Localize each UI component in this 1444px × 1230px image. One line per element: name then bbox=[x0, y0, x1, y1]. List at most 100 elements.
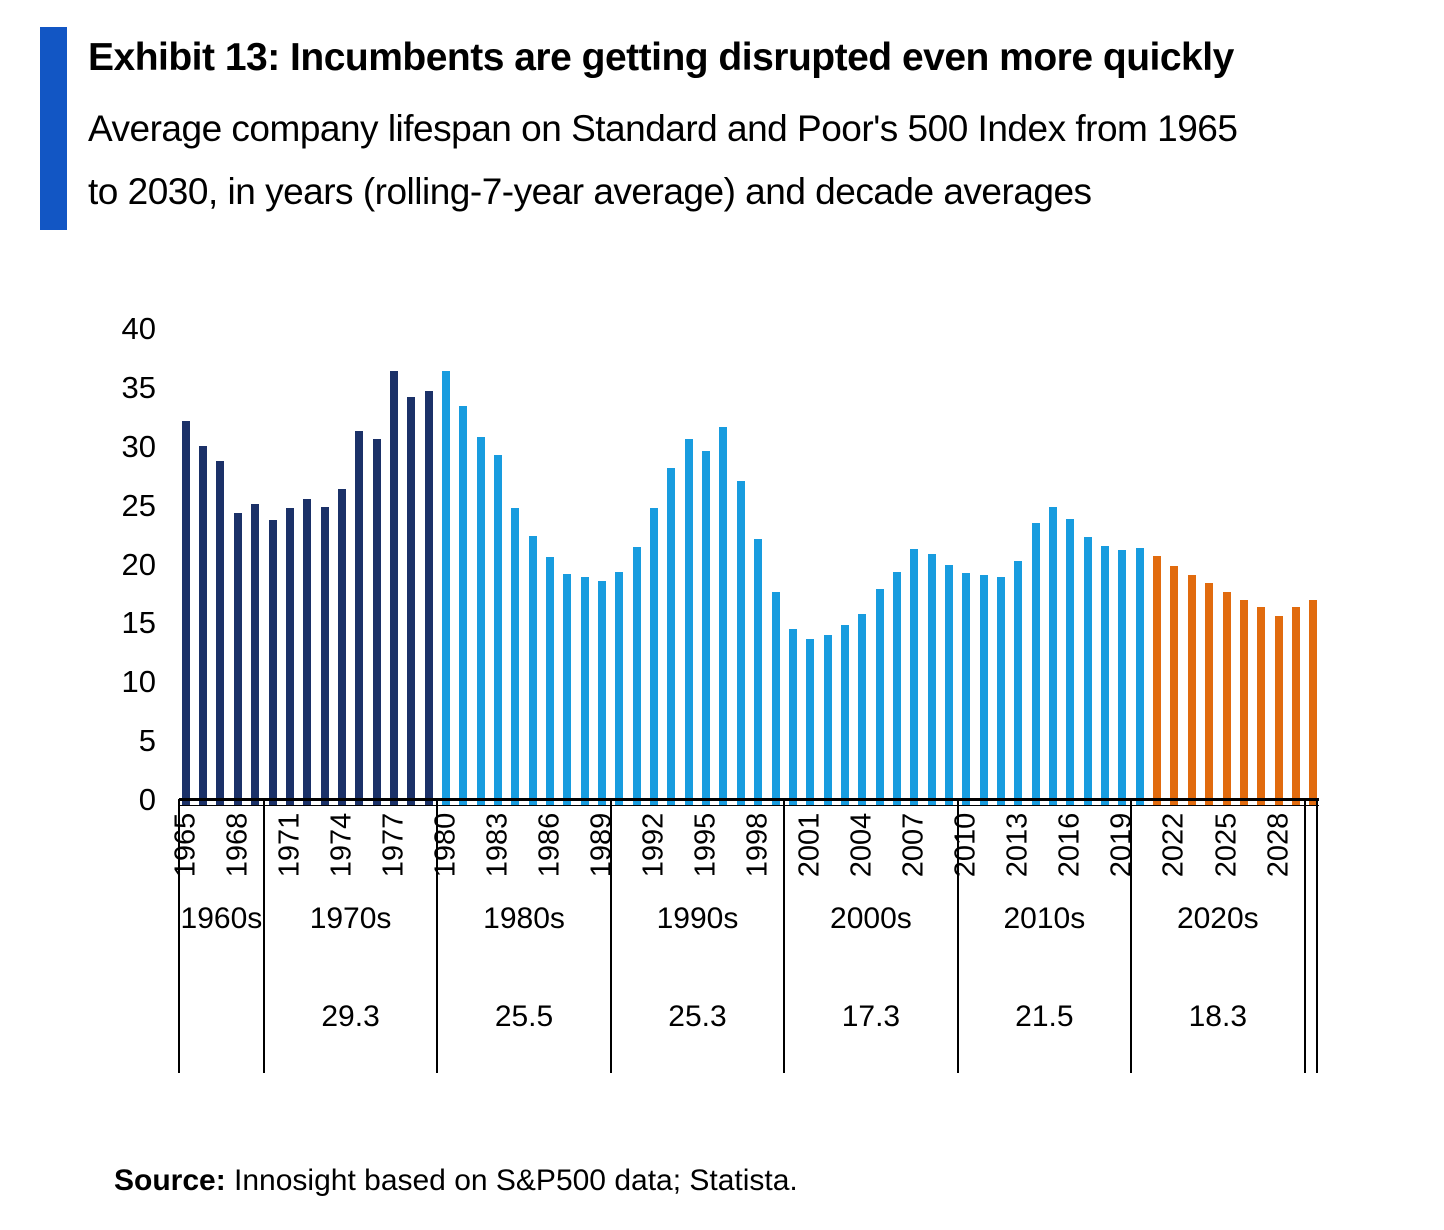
x-tick-label-2004: 2004 bbox=[845, 812, 878, 878]
decade-label-2020s: 2020s bbox=[1176, 902, 1259, 935]
bar-1995 bbox=[702, 451, 711, 806]
x-tick-label-2022: 2022 bbox=[1157, 812, 1190, 878]
title-accent-bar bbox=[40, 27, 67, 230]
bar-1981 bbox=[459, 405, 468, 806]
bar-2004 bbox=[858, 613, 867, 806]
decade-label-2010s: 2010s bbox=[1003, 902, 1086, 935]
y-tick-label-30: 30 bbox=[121, 428, 156, 464]
x-tick-label-1995: 1995 bbox=[689, 812, 722, 878]
bar-1974 bbox=[337, 489, 346, 806]
bar-2012 bbox=[997, 577, 1005, 806]
x-tick-label-1989: 1989 bbox=[585, 812, 618, 878]
y-tick-label-15: 15 bbox=[121, 605, 156, 641]
x-tick-label-2013: 2013 bbox=[1001, 812, 1034, 878]
exhibit-subtitle-line2: to 2030, in years (rolling-7-year averag… bbox=[88, 171, 1092, 212]
source-label: Source: bbox=[114, 1164, 226, 1197]
bar-1980 bbox=[441, 371, 450, 806]
bar-2000 bbox=[788, 629, 797, 806]
bar-2005 bbox=[875, 589, 884, 806]
bar-1988 bbox=[580, 577, 589, 806]
x-tick-label-2001: 2001 bbox=[793, 812, 826, 878]
bar-1971 bbox=[285, 507, 294, 806]
x-axis-line bbox=[179, 798, 1319, 801]
x-tick-label-2025: 2025 bbox=[1210, 812, 1242, 878]
bar-2029 bbox=[1291, 606, 1300, 806]
decade-average-2010s: 21.5 bbox=[1015, 1000, 1074, 1033]
bar-2024 bbox=[1205, 583, 1214, 806]
bar-1968 bbox=[233, 512, 242, 806]
table-column-border bbox=[262, 799, 265, 1073]
x-tick-label-1977: 1977 bbox=[377, 812, 410, 878]
bar-1978 bbox=[407, 397, 416, 806]
bar-1992 bbox=[650, 507, 659, 806]
y-tick-label-0: 0 bbox=[138, 782, 156, 817]
bar-1984 bbox=[511, 507, 520, 806]
exhibit-subtitle-line1: Average company lifespan on Standard and… bbox=[88, 108, 1238, 149]
x-tick-label-1968: 1968 bbox=[221, 812, 254, 878]
bar-2026 bbox=[1239, 599, 1248, 806]
decade-label-1980s: 1980s bbox=[483, 902, 565, 935]
exhibit-subtitle: Average company lifespan on Standard and… bbox=[88, 97, 1428, 223]
x-tick-label-2010: 2010 bbox=[949, 812, 982, 878]
table-column-border bbox=[1130, 799, 1133, 1073]
exhibit-title: Exhibit 13: Incumbents are getting disru… bbox=[88, 36, 1234, 79]
bar-2028 bbox=[1274, 616, 1283, 806]
table-column-border bbox=[783, 799, 786, 1073]
table-column-border bbox=[956, 799, 959, 1073]
x-tick-label-1965: 1965 bbox=[169, 812, 202, 878]
bar-1994 bbox=[684, 438, 693, 806]
bar-1982 bbox=[476, 437, 485, 806]
bar-2003 bbox=[840, 624, 849, 806]
bar-2002 bbox=[823, 635, 832, 806]
x-tick-label-1992: 1992 bbox=[637, 812, 670, 878]
bar-1965 bbox=[181, 420, 190, 806]
bar-2007 bbox=[910, 549, 919, 806]
bar-1997 bbox=[736, 480, 745, 806]
bar-2020 bbox=[1135, 548, 1144, 806]
bar-1991 bbox=[632, 546, 641, 806]
source-text: Innosight based on S&P500 data; Statista… bbox=[225, 1164, 798, 1197]
x-tick-label-2016: 2016 bbox=[1053, 812, 1086, 878]
bar-1986 bbox=[546, 557, 555, 806]
y-tick-label-5: 5 bbox=[138, 723, 156, 759]
bar-1970 bbox=[268, 519, 277, 806]
x-tick-label-2019: 2019 bbox=[1105, 812, 1138, 878]
table-column-border bbox=[1303, 799, 1306, 1073]
bar-2001 bbox=[806, 638, 815, 806]
bar-1967 bbox=[216, 460, 225, 806]
y-tick-label-20: 20 bbox=[121, 546, 156, 582]
bar-2017 bbox=[1083, 537, 1092, 806]
bar-2022 bbox=[1170, 565, 1179, 806]
bar-1999 bbox=[771, 591, 780, 806]
decade-average-1980s: 25.5 bbox=[494, 1000, 554, 1033]
y-tick-label-25: 25 bbox=[121, 487, 156, 523]
bar-1976 bbox=[372, 438, 381, 806]
bar-2030 bbox=[1309, 599, 1318, 806]
bar-2016 bbox=[1066, 518, 1075, 806]
lifespan-bar-chart: 0 5 10 15 20 25 30 35 40 1965 1968 1971 1974 1977 1980… bbox=[121, 311, 1319, 1073]
decade-average-1990s: 25.3 bbox=[668, 1000, 727, 1033]
table-column-border bbox=[609, 799, 612, 1073]
x-tick-label-2028: 2028 bbox=[1262, 812, 1295, 878]
bar-2019 bbox=[1118, 550, 1127, 806]
bar-2008 bbox=[927, 553, 936, 806]
decade-average-2020s: 18.3 bbox=[1188, 1000, 1247, 1033]
bar-1979 bbox=[424, 391, 433, 806]
bar-2006 bbox=[892, 571, 901, 806]
bar-1996 bbox=[719, 426, 728, 806]
x-tick-label-1983: 1983 bbox=[481, 812, 514, 878]
x-tick-label-2007: 2007 bbox=[897, 812, 930, 878]
decade-label-1960s: 1960s bbox=[180, 902, 263, 935]
source-line: Source: Innosight based on S&P500 data; … bbox=[114, 1164, 798, 1198]
table-column-border bbox=[178, 799, 180, 1073]
bar-1975 bbox=[355, 431, 364, 806]
decade-label-1990s: 1990s bbox=[656, 902, 739, 935]
y-tick-label-10: 10 bbox=[121, 664, 156, 700]
y-tick-label-35: 35 bbox=[121, 369, 156, 405]
decade-label-2000s: 2000s bbox=[830, 902, 912, 935]
x-tick-label-1980: 1980 bbox=[429, 812, 462, 878]
x-tick-label-1986: 1986 bbox=[533, 812, 566, 878]
bar-1987 bbox=[563, 573, 572, 806]
bar-1972 bbox=[303, 498, 312, 806]
bar-2025 bbox=[1222, 591, 1231, 806]
